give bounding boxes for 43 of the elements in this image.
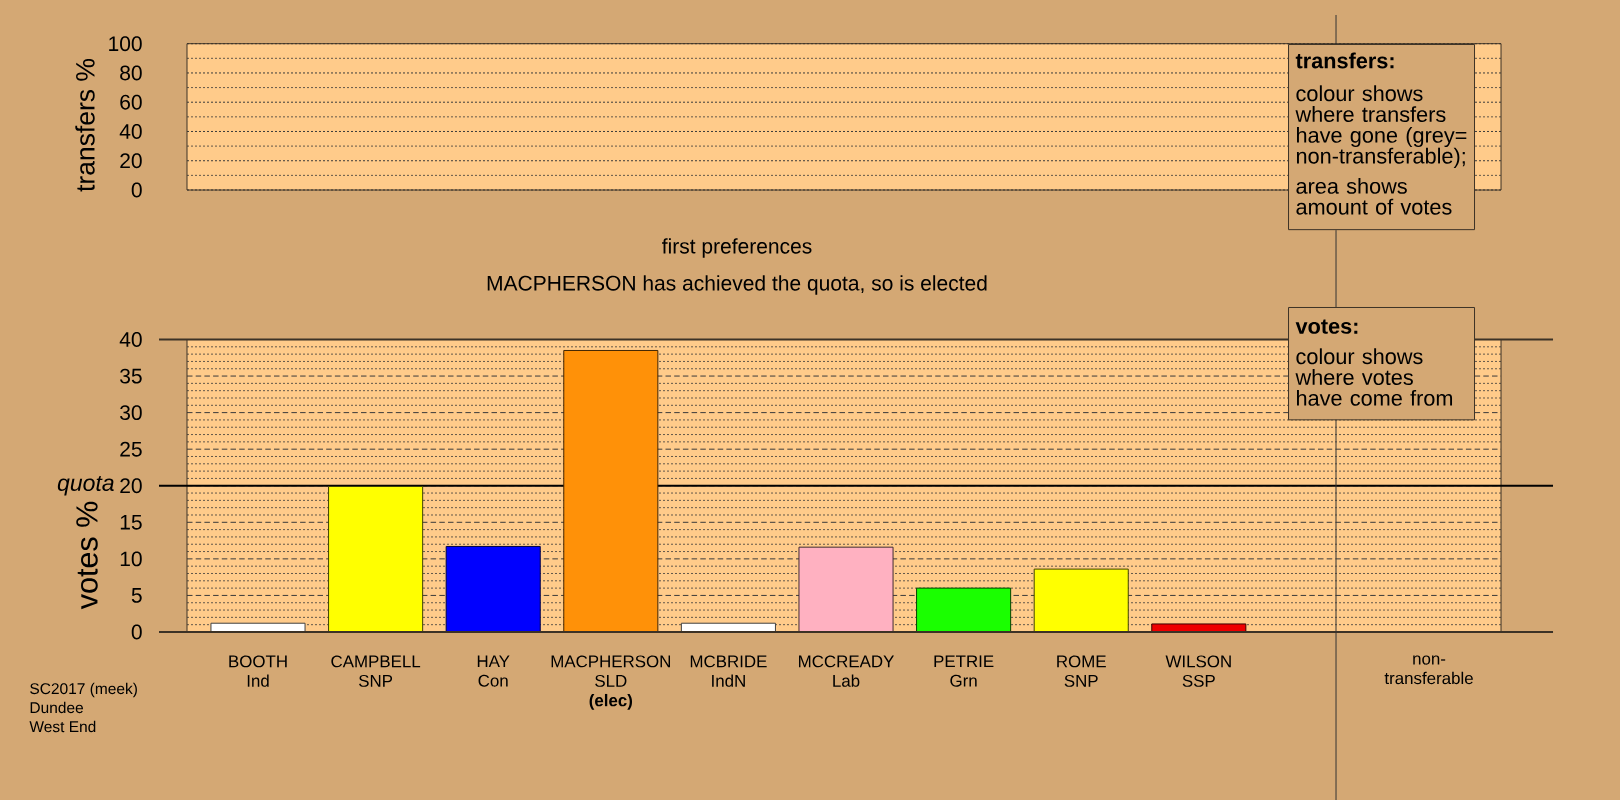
ref-line-label: quota bbox=[57, 475, 114, 496]
annotation: transfers: bbox=[1295, 52, 1394, 69]
text: SC2017 (meek) bbox=[30, 682, 137, 698]
y-tick-label: 10 bbox=[120, 551, 142, 567]
y-tick-label: 100 bbox=[109, 36, 142, 52]
x-tick-label: PETRIE Grn bbox=[934, 655, 994, 687]
annotation: colour shows where transfers have gone (grey= non-transferable); bbox=[1295, 85, 1467, 168]
y-tick-label: 0 bbox=[131, 182, 142, 198]
annotation: area shows amount of votes bbox=[1296, 177, 1452, 215]
y-tick-label: 35 bbox=[120, 368, 142, 384]
x-tick-label: non-transferable bbox=[1384, 655, 1473, 685]
y-tick-label: 30 bbox=[120, 405, 142, 421]
x-tick-label: ROME SNP bbox=[1057, 655, 1106, 687]
y-tick-label: 20 bbox=[120, 478, 142, 494]
annotation: colour shows where votes have come from bbox=[1295, 348, 1453, 406]
y-axis-title: votes % bbox=[76, 501, 98, 610]
chart-subtitle: MACPHERSON has achieved the quota, so is elected bbox=[487, 275, 987, 295]
y-tick-label: 25 bbox=[120, 441, 142, 457]
y-tick-label: 40 bbox=[119, 124, 142, 139]
bar bbox=[1033, 568, 1129, 633]
y-tick-label: 0 bbox=[131, 624, 142, 640]
y-tick-label: 60 bbox=[120, 94, 142, 110]
text: votes: bbox=[1295, 319, 1358, 334]
x-tick-label: BOOTH Ind bbox=[229, 655, 287, 687]
y-tick-label: 80 bbox=[120, 65, 142, 81]
bar bbox=[445, 545, 541, 633]
x-tick-label: WILSON SSP bbox=[1165, 655, 1231, 687]
y-tick-label: 5 bbox=[131, 588, 142, 603]
x-tick-label: MCBRIDE IndN bbox=[690, 655, 767, 687]
y-tick-label: 15 bbox=[120, 514, 142, 530]
x-tick-label: HAY Con bbox=[477, 655, 510, 687]
x-tick-label: MCCREADY Lab bbox=[799, 655, 894, 687]
bar bbox=[563, 349, 659, 633]
y-tick-label: 40 bbox=[119, 332, 142, 347]
y-tick-label: 20 bbox=[120, 153, 142, 169]
bar bbox=[916, 587, 1012, 633]
bar bbox=[328, 485, 424, 633]
text: Dundee bbox=[30, 701, 83, 714]
text: West End bbox=[29, 720, 96, 733]
x-tick-label: MACPHERSON SLD (elec) bbox=[551, 655, 670, 710]
y-axis-title: transfers % bbox=[75, 58, 95, 192]
chart-title: first preferences bbox=[662, 238, 812, 258]
x-tick-label: CAMPBELL SNP bbox=[331, 655, 421, 687]
